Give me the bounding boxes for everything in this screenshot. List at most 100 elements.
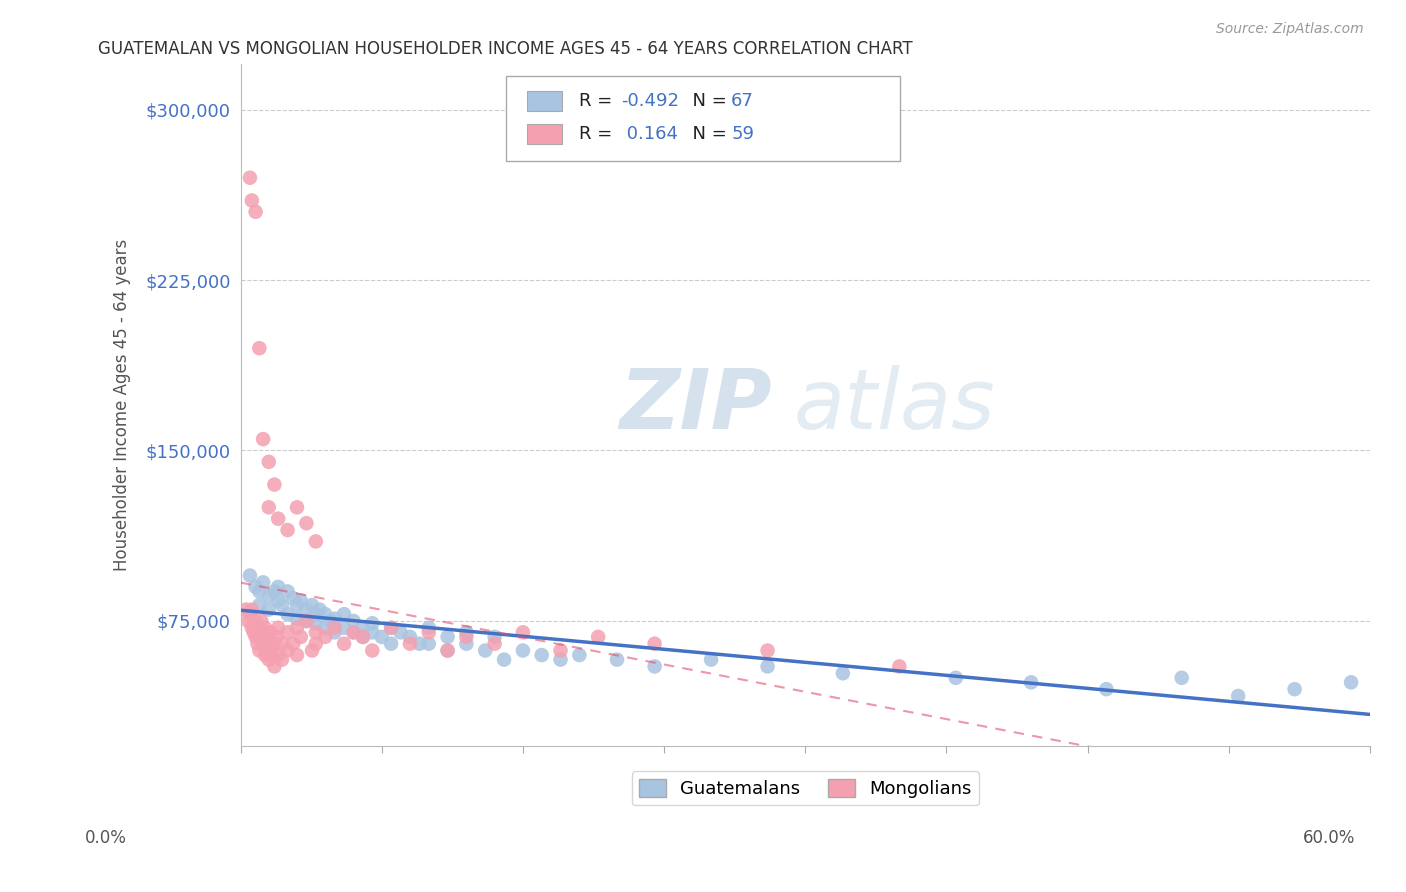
Point	[267, 580, 290, 594]
Point	[236, 614, 259, 628]
Point	[305, 534, 328, 549]
Text: R =: R =	[579, 125, 619, 143]
Point	[277, 643, 299, 657]
Point	[380, 621, 402, 635]
Point	[247, 341, 270, 355]
Point	[308, 602, 330, 616]
Point	[239, 170, 262, 185]
Point	[290, 630, 312, 644]
Point	[305, 607, 328, 622]
Point	[606, 652, 628, 666]
Point	[305, 637, 328, 651]
Point	[1019, 675, 1042, 690]
Text: N =: N =	[681, 125, 733, 143]
Point	[319, 614, 342, 628]
Point	[252, 625, 274, 640]
Point	[586, 630, 609, 644]
Point	[418, 621, 440, 635]
Point	[267, 648, 290, 662]
Point	[285, 648, 308, 662]
Point	[247, 625, 270, 640]
Point	[257, 500, 280, 515]
Legend: Guatemalans, Mongolians: Guatemalans, Mongolians	[631, 772, 979, 805]
Point	[352, 630, 374, 644]
Point	[285, 598, 308, 612]
Point	[342, 614, 364, 628]
Point	[252, 575, 274, 590]
Point	[246, 637, 269, 651]
Point	[436, 643, 458, 657]
Point	[277, 584, 299, 599]
Point	[271, 652, 294, 666]
Point	[247, 584, 270, 599]
Point	[240, 194, 263, 208]
Point	[253, 621, 276, 635]
Point	[314, 607, 336, 622]
Point	[240, 621, 263, 635]
Point	[323, 621, 346, 635]
Point	[1284, 682, 1306, 697]
Point	[399, 630, 422, 644]
Text: -0.492: -0.492	[621, 92, 679, 110]
Text: 59: 59	[731, 125, 754, 143]
Point	[257, 455, 280, 469]
Point	[250, 614, 273, 628]
Point	[271, 598, 294, 612]
Point	[380, 637, 402, 651]
Point	[301, 598, 323, 612]
Point	[285, 612, 308, 626]
Point	[399, 637, 422, 651]
Point	[361, 643, 384, 657]
Point	[240, 602, 263, 616]
Point	[756, 643, 779, 657]
Point	[277, 523, 299, 537]
Point	[245, 204, 267, 219]
Point	[484, 630, 506, 644]
Point	[253, 648, 276, 662]
Point	[456, 637, 478, 651]
Point	[352, 630, 374, 644]
Point	[295, 516, 318, 531]
Text: R =: R =	[579, 92, 619, 110]
Point	[263, 637, 285, 651]
Point	[285, 500, 308, 515]
Point	[530, 648, 553, 662]
Point	[263, 584, 285, 599]
Point	[323, 625, 346, 640]
Point	[295, 602, 318, 616]
Point	[700, 652, 723, 666]
Point	[257, 602, 280, 616]
Point	[290, 593, 312, 607]
Point	[245, 630, 267, 644]
Point	[271, 637, 294, 651]
Point	[512, 643, 534, 657]
Text: Source: ZipAtlas.com: Source: ZipAtlas.com	[1216, 22, 1364, 37]
Point	[1227, 689, 1250, 703]
Point	[456, 625, 478, 640]
Point	[333, 637, 356, 651]
Point	[295, 614, 318, 628]
Point	[256, 630, 278, 644]
Point	[484, 637, 506, 651]
Text: N =: N =	[681, 92, 733, 110]
Point	[474, 643, 496, 657]
Point	[267, 593, 290, 607]
Point	[295, 614, 318, 628]
Point	[301, 643, 323, 657]
Point	[1340, 675, 1362, 690]
Point	[550, 652, 572, 666]
Point	[644, 659, 666, 673]
Point	[245, 614, 267, 628]
Point	[418, 637, 440, 651]
Point	[246, 621, 269, 635]
Text: GUATEMALAN VS MONGOLIAN HOUSEHOLDER INCOME AGES 45 - 64 YEARS CORRELATION CHART: GUATEMALAN VS MONGOLIAN HOUSEHOLDER INCO…	[98, 40, 912, 58]
Text: 0.0%: 0.0%	[84, 830, 127, 847]
Point	[266, 630, 288, 644]
Point	[235, 602, 257, 616]
Point	[408, 637, 430, 651]
Point	[259, 643, 281, 657]
Point	[370, 630, 392, 644]
Point	[305, 625, 328, 640]
Point	[242, 625, 264, 640]
Point	[305, 616, 328, 631]
